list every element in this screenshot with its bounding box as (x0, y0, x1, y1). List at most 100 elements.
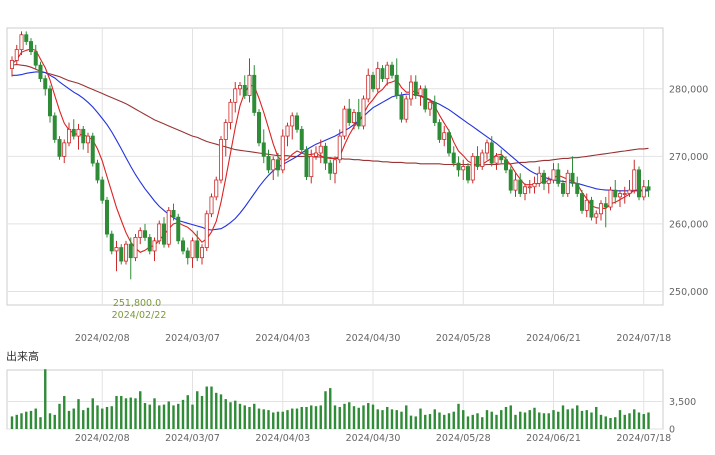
volume-bar (314, 406, 318, 429)
candle-body (67, 128, 72, 144)
candle (290, 112, 295, 140)
candle-body (133, 237, 138, 259)
volume-x-tick-label: 2024/02/08 (75, 433, 130, 444)
candle (618, 190, 623, 208)
candle-body (242, 85, 247, 96)
candle-body (109, 233, 114, 252)
volume-bar (642, 414, 645, 429)
candle-body (570, 172, 575, 184)
volume-x-tick-label: 2024/05/28 (436, 433, 491, 444)
candle-body (275, 159, 280, 171)
price-y-axis: 280,000 270,000 260,000 250,000 (669, 84, 708, 298)
volume-bar (272, 412, 275, 429)
candle-body (437, 122, 442, 140)
candle (527, 180, 532, 194)
candle (223, 119, 228, 157)
volume-bar (371, 404, 375, 429)
candle-body (280, 135, 285, 171)
volume-bar (53, 414, 56, 429)
volume-bar (110, 406, 113, 429)
volume-bar (215, 392, 218, 429)
candle-body (271, 159, 276, 171)
candle (9, 56, 14, 77)
volume-bar (86, 407, 90, 429)
volume-bar (72, 408, 75, 429)
price-x-tick-label: 2024/03/07 (165, 333, 220, 344)
candle (86, 132, 91, 153)
candle-body (176, 216, 181, 242)
volume-bar (400, 411, 403, 429)
candle-body (114, 247, 119, 252)
candle-body (71, 128, 76, 137)
candle (209, 193, 214, 218)
volume-bar (25, 411, 28, 429)
volume-bar (134, 398, 137, 429)
candle (641, 180, 646, 201)
candlestick-series (9, 31, 651, 280)
volume-bar (44, 369, 47, 429)
candle-body (556, 169, 561, 184)
candle-body (475, 155, 480, 167)
volume-bar (533, 407, 536, 429)
candle (237, 82, 242, 96)
candle (138, 227, 143, 245)
volume-bar (485, 410, 489, 429)
candle-body (237, 85, 242, 90)
candle-body (461, 166, 466, 171)
volume-bar (267, 410, 270, 429)
candle (437, 119, 442, 143)
candle (195, 230, 200, 262)
volume-bar (447, 413, 451, 429)
candle-body (480, 152, 485, 167)
volume-bar (509, 405, 512, 429)
candle-body (537, 172, 542, 184)
volume-x-tick-label: 2024/03/07 (165, 433, 220, 444)
candle (366, 68, 371, 103)
candle-body (14, 49, 19, 61)
candle-body (489, 142, 494, 164)
candle (385, 61, 390, 86)
volume-bar (286, 410, 289, 429)
candle (109, 230, 114, 255)
candle (413, 75, 418, 99)
volume-bar (614, 417, 617, 429)
volume-bar (181, 399, 185, 429)
candle (199, 244, 204, 265)
volume-bar (557, 411, 560, 429)
volume-bar (158, 405, 161, 429)
candle-body (128, 243, 133, 259)
volume-bar (248, 406, 251, 429)
candle (542, 169, 547, 191)
candle-body (370, 74, 375, 90)
volume-bar (34, 408, 37, 429)
candle-body (361, 98, 366, 127)
volume-bar (357, 407, 360, 429)
candle (275, 152, 280, 177)
volume-bar (63, 395, 66, 429)
candle (62, 139, 67, 164)
volume-bar (367, 403, 370, 429)
candle (523, 183, 528, 201)
volume-x-axis: 2024/02/08 2024/03/07 2024/04/03 2024/04/30… (75, 433, 671, 444)
candle (28, 38, 33, 56)
volume-bar (124, 398, 128, 429)
volume-bar (438, 412, 441, 429)
candle (399, 92, 404, 123)
candle-body (413, 81, 418, 96)
volume-bar (495, 414, 498, 429)
volume-bar (177, 403, 180, 429)
candle-body (599, 203, 604, 215)
candle (71, 119, 76, 140)
candle (432, 95, 437, 126)
volume-bar (471, 414, 474, 429)
candle-body (195, 240, 200, 259)
candle (347, 98, 352, 126)
candle (176, 213, 181, 245)
volume-bar (623, 414, 626, 429)
volume-bar (409, 415, 413, 429)
volume-bar (153, 398, 156, 429)
candle (404, 95, 409, 123)
volume-bar (210, 386, 213, 429)
candle-body (347, 108, 352, 123)
candle-body (28, 41, 33, 53)
